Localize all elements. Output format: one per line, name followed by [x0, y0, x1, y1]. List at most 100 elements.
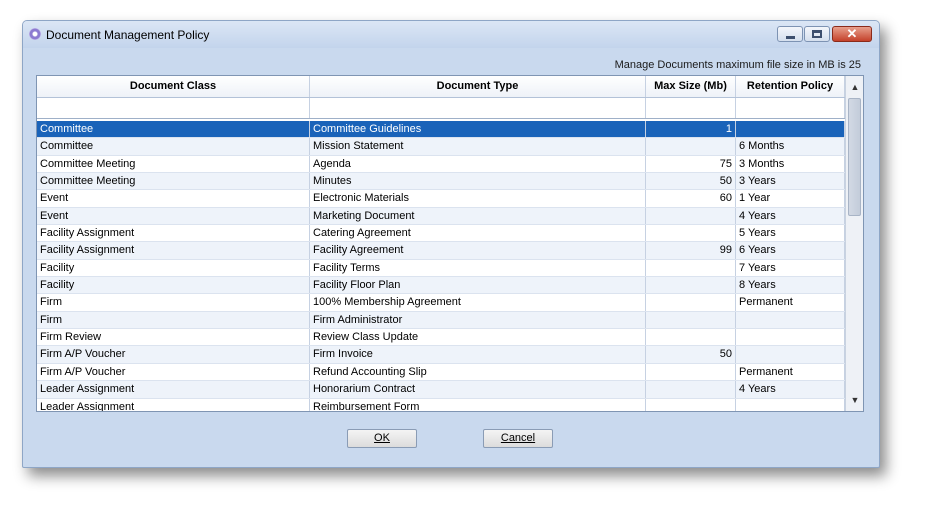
cell-max-size[interactable] [646, 363, 736, 381]
column-header-document-class[interactable]: Document Class [37, 76, 310, 97]
cell-max-size[interactable]: 75 [646, 155, 736, 173]
table-row[interactable]: Committee Committee Guidelines 1 [37, 121, 845, 139]
cell-document-class[interactable]: Committee Meeting [37, 155, 310, 173]
cell-document-class[interactable]: Facility Assignment [37, 225, 310, 242]
cell-document-type[interactable]: Electronic Materials [310, 190, 646, 207]
filter-max-size-input[interactable] [646, 98, 736, 118]
cell-document-type[interactable]: Agenda [310, 155, 646, 173]
table-row[interactable]: Firm A/P Voucher Firm Invoice 50 [37, 346, 845, 364]
table-row[interactable]: Leader Assignment Reimbursement Form [37, 398, 845, 411]
cancel-button[interactable]: Cancel [483, 429, 553, 448]
cell-document-class[interactable]: Committee Meeting [37, 173, 310, 190]
cell-max-size[interactable] [646, 294, 736, 311]
cell-retention-policy[interactable]: 3 Months [736, 155, 845, 173]
column-header-max-size[interactable]: Max Size (Mb) [646, 76, 736, 97]
cell-retention-policy[interactable]: 6 Years [736, 242, 845, 259]
document-policy-grid[interactable]: Document Class Document Type Max Size (M… [36, 75, 864, 412]
cell-document-type[interactable]: Facility Terms [310, 259, 646, 277]
cell-document-type[interactable]: Firm Administrator [310, 311, 646, 329]
filter-retention-policy-input[interactable] [736, 98, 845, 118]
table-row[interactable]: Facility Assignment Catering Agreement 5 Y… [37, 225, 845, 243]
cell-retention-policy[interactable] [736, 346, 845, 363]
table-row[interactable]: Facility Facility Floor Plan 8 Years [37, 277, 845, 295]
cell-document-type[interactable]: Facility Floor Plan [310, 277, 646, 294]
scroll-up-arrow-icon[interactable]: ▲ [850, 82, 860, 92]
cell-max-size[interactable] [646, 329, 736, 346]
cell-retention-policy[interactable] [736, 121, 845, 138]
cell-document-type[interactable]: Minutes [310, 173, 646, 190]
cell-document-class[interactable]: Leader Assignment [37, 398, 310, 411]
cell-retention-policy[interactable]: 7 Years [736, 259, 845, 277]
cell-retention-policy[interactable]: 4 Years [736, 381, 845, 398]
cell-max-size[interactable] [646, 311, 736, 329]
cell-document-class[interactable]: Facility Assignment [37, 242, 310, 259]
column-header-retention-policy[interactable]: Retention Policy [736, 76, 845, 97]
filter-document-class-input[interactable] [37, 98, 310, 118]
table-row[interactable]: Facility Assignment Facility Agreement 99 6… [37, 242, 845, 260]
table-row[interactable]: Event Electronic Materials 60 1 Year [37, 190, 845, 208]
cell-document-type[interactable]: 100% Membership Agreement [310, 294, 646, 311]
cell-max-size[interactable]: 50 [646, 346, 736, 363]
table-row[interactable]: Committee Meeting Agenda 75 3 Months [37, 155, 845, 174]
cell-max-size[interactable] [646, 207, 736, 225]
title-bar[interactable]: Document Management Policy ✕ [23, 21, 879, 48]
scrollbar-thumb[interactable] [848, 98, 861, 216]
table-row[interactable]: Firm Firm Administrator [37, 311, 845, 330]
cell-max-size[interactable] [646, 225, 736, 242]
cell-max-size[interactable] [646, 381, 736, 398]
cell-document-class[interactable]: Firm [37, 311, 310, 329]
cell-retention-policy[interactable]: Permanent [736, 294, 845, 311]
cell-retention-policy[interactable]: Permanent [736, 363, 845, 381]
cell-max-size[interactable]: 99 [646, 242, 736, 259]
cell-max-size[interactable] [646, 138, 736, 155]
cell-max-size[interactable]: 1 [646, 121, 736, 138]
cell-document-type[interactable]: Honorarium Contract [310, 381, 646, 398]
cell-retention-policy[interactable] [736, 398, 845, 411]
filter-document-type-input[interactable] [310, 98, 646, 118]
cell-document-type[interactable]: Facility Agreement [310, 242, 646, 259]
cell-document-type[interactable]: Mission Statement [310, 138, 646, 155]
cell-retention-policy[interactable]: 4 Years [736, 207, 845, 225]
table-row[interactable]: Leader Assignment Honorarium Contract 4 Ye… [37, 381, 845, 399]
cell-max-size[interactable] [646, 259, 736, 277]
cell-document-class[interactable]: Event [37, 190, 310, 207]
cell-max-size[interactable] [646, 398, 736, 411]
cell-document-type[interactable]: Catering Agreement [310, 225, 646, 242]
cell-retention-policy[interactable]: 8 Years [736, 277, 845, 294]
close-button[interactable]: ✕ [832, 26, 872, 42]
cell-document-class[interactable]: Firm A/P Voucher [37, 346, 310, 363]
cell-retention-policy[interactable]: 6 Months [736, 138, 845, 155]
table-row[interactable]: Committee Meeting Minutes 50 3 Years [37, 173, 845, 191]
cell-document-class[interactable]: Committee [37, 138, 310, 155]
table-row[interactable]: Firm Review Review Class Update [37, 329, 845, 347]
cell-retention-policy[interactable] [736, 311, 845, 329]
cell-retention-policy[interactable]: 5 Years [736, 225, 845, 242]
cell-retention-policy[interactable]: 3 Years [736, 173, 845, 190]
cell-retention-policy[interactable] [736, 329, 845, 346]
cell-document-type[interactable]: Review Class Update [310, 329, 646, 346]
cell-document-class[interactable]: Firm Review [37, 329, 310, 346]
cell-document-class[interactable]: Facility [37, 277, 310, 294]
column-header-document-type[interactable]: Document Type [310, 76, 646, 97]
cell-document-class[interactable]: Facility [37, 259, 310, 277]
cell-max-size[interactable]: 60 [646, 190, 736, 207]
cell-document-class[interactable]: Firm A/P Voucher [37, 363, 310, 381]
cell-document-type[interactable]: Refund Accounting Slip [310, 363, 646, 381]
table-row[interactable]: Committee Mission Statement 6 Months [37, 138, 845, 156]
cell-max-size[interactable]: 50 [646, 173, 736, 190]
table-row[interactable]: Firm A/P Voucher Refund Accounting Slip Pe… [37, 363, 845, 382]
cell-document-class[interactable]: Firm [37, 294, 310, 311]
minimize-button[interactable] [777, 26, 803, 42]
cell-document-type[interactable]: Reimbursement Form [310, 398, 646, 411]
cell-document-class[interactable]: Leader Assignment [37, 381, 310, 398]
table-row[interactable]: Facility Facility Terms 7 Years [37, 259, 845, 278]
cell-document-type[interactable]: Committee Guidelines [310, 121, 646, 138]
table-row[interactable]: Event Marketing Document 4 Years [37, 207, 845, 226]
cell-document-type[interactable]: Firm Invoice [310, 346, 646, 363]
ok-button[interactable]: OK [347, 429, 417, 448]
cell-max-size[interactable] [646, 277, 736, 294]
cell-document-class[interactable]: Committee [37, 121, 310, 138]
cell-retention-policy[interactable]: 1 Year [736, 190, 845, 207]
vertical-scrollbar[interactable]: ▲ ▼ [845, 76, 863, 411]
maximize-button[interactable] [804, 26, 830, 42]
